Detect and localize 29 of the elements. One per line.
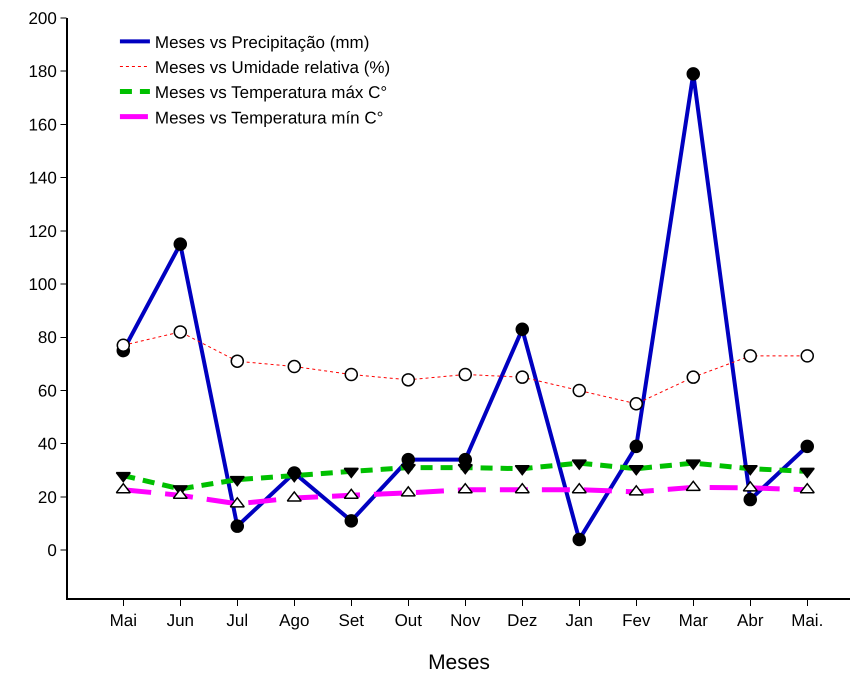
y-tick-label: 160 <box>28 115 57 134</box>
x-tick-label: Jun <box>166 611 194 630</box>
x-tick-label: Dez <box>507 611 538 630</box>
x-tick-label: Jan <box>566 611 593 630</box>
x-tick-label: Mai <box>110 611 137 630</box>
x-tick-label: Set <box>338 611 364 630</box>
x-tick-label: Fev <box>622 611 651 630</box>
x-tick-label: Ago <box>279 611 310 630</box>
x-tick-label: Abr <box>737 611 764 630</box>
x-tick-label: Jul <box>226 611 248 630</box>
x-tick-label: Mai. <box>791 611 824 630</box>
x-tick-label: Nov <box>450 611 481 630</box>
x-tick-label: Out <box>394 611 422 630</box>
legend-label: Meses vs Temperatura máx C° <box>154 83 388 102</box>
y-tick-label: 40 <box>38 434 57 454</box>
y-tick-label: 200 <box>28 8 57 28</box>
x-axis-title: Meses <box>428 650 490 674</box>
legend-label: Meses vs Precipitação (mm) <box>154 32 370 52</box>
legend-label: Meses vs Temperatura mín C° <box>154 108 384 128</box>
x-tick-label: Mar <box>678 611 708 630</box>
y-tick-label: 120 <box>28 222 57 241</box>
y-tick-label: 100 <box>28 275 57 294</box>
y-tick-label: 60 <box>38 381 57 400</box>
y-tick-label: 180 <box>28 62 57 82</box>
y-tick-label: 80 <box>38 328 57 348</box>
y-tick-label: 0 <box>47 541 57 560</box>
legend-label: Meses vs Umidade relativa (%) <box>154 58 390 78</box>
y-tick-label: 20 <box>38 488 57 507</box>
y-tick-label: 140 <box>28 168 57 188</box>
